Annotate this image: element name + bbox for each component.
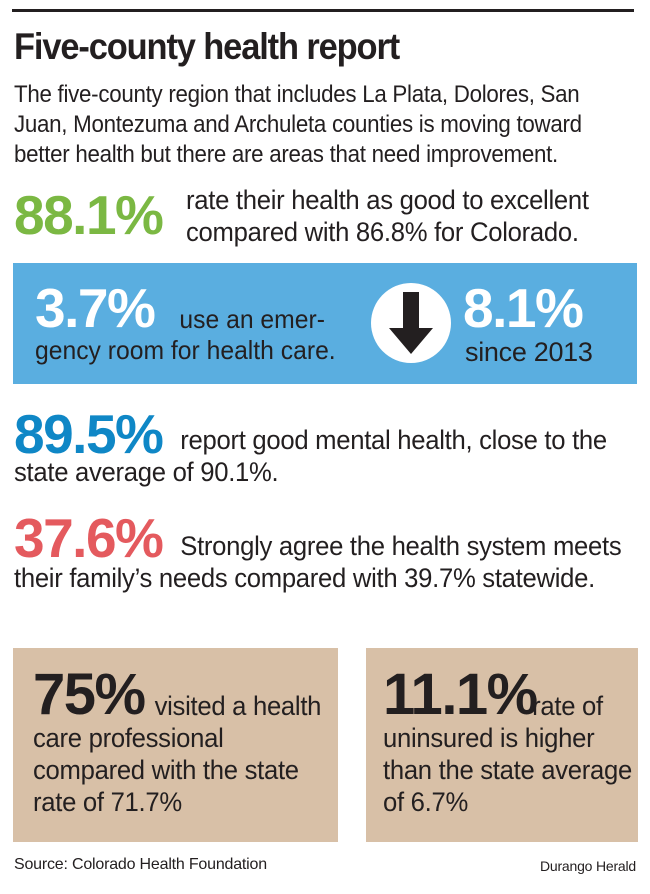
health-rating-percent: 88.1% xyxy=(14,184,164,246)
top-rule xyxy=(12,9,634,12)
down-arrow-icon xyxy=(371,283,451,363)
health-rating-text: rate their health as good to excellent c… xyxy=(186,185,589,247)
visits-box: 75% visited a health care professional c… xyxy=(13,648,338,842)
visits-text: visited a health care professional compa… xyxy=(33,690,337,818)
uninsured-box: 11.1% rate of uninsured is higher than t… xyxy=(366,648,638,842)
er-since-label: since 2013 xyxy=(465,337,593,367)
er-text-line2: gency room for health care. xyxy=(35,335,336,365)
uninsured-text: rate of uninsured is higher than the sta… xyxy=(383,690,640,818)
health-system-text: Strongly agree the health system meets t… xyxy=(14,530,622,594)
health-system-text-content: Strongly agree the health system meets t… xyxy=(14,531,622,593)
page-title: Five-county health report xyxy=(14,26,400,67)
er-text-line1: use an emer- xyxy=(179,304,325,334)
er-text: use an emer- gency room for health care. xyxy=(35,304,358,366)
visits-text-content: visited a health care professional compa… xyxy=(33,691,322,817)
publisher-credit: Durango Herald xyxy=(539,858,636,874)
mental-health-text-content: report good mental health, close to the … xyxy=(14,425,607,487)
uninsured-text-content: rate of uninsured is higher than the sta… xyxy=(383,691,633,817)
er-banner: 3.7% use an emer- gency room for health … xyxy=(13,263,637,384)
er-change-percent: 8.1% xyxy=(463,277,584,339)
visits-percent: 75% xyxy=(33,662,146,727)
intro-paragraph: The five-county region that includes La … xyxy=(14,81,582,168)
source-credit: Source: Colorado Health Foundation xyxy=(14,856,267,873)
mental-health-percent: 89.5% xyxy=(14,403,164,465)
mental-health-text: report good mental health, close to the … xyxy=(14,424,622,488)
er-percent: 3.7% xyxy=(35,277,156,339)
uninsured-percent: 11.1% xyxy=(383,662,538,727)
health-system-percent: 37.6% xyxy=(14,507,164,569)
